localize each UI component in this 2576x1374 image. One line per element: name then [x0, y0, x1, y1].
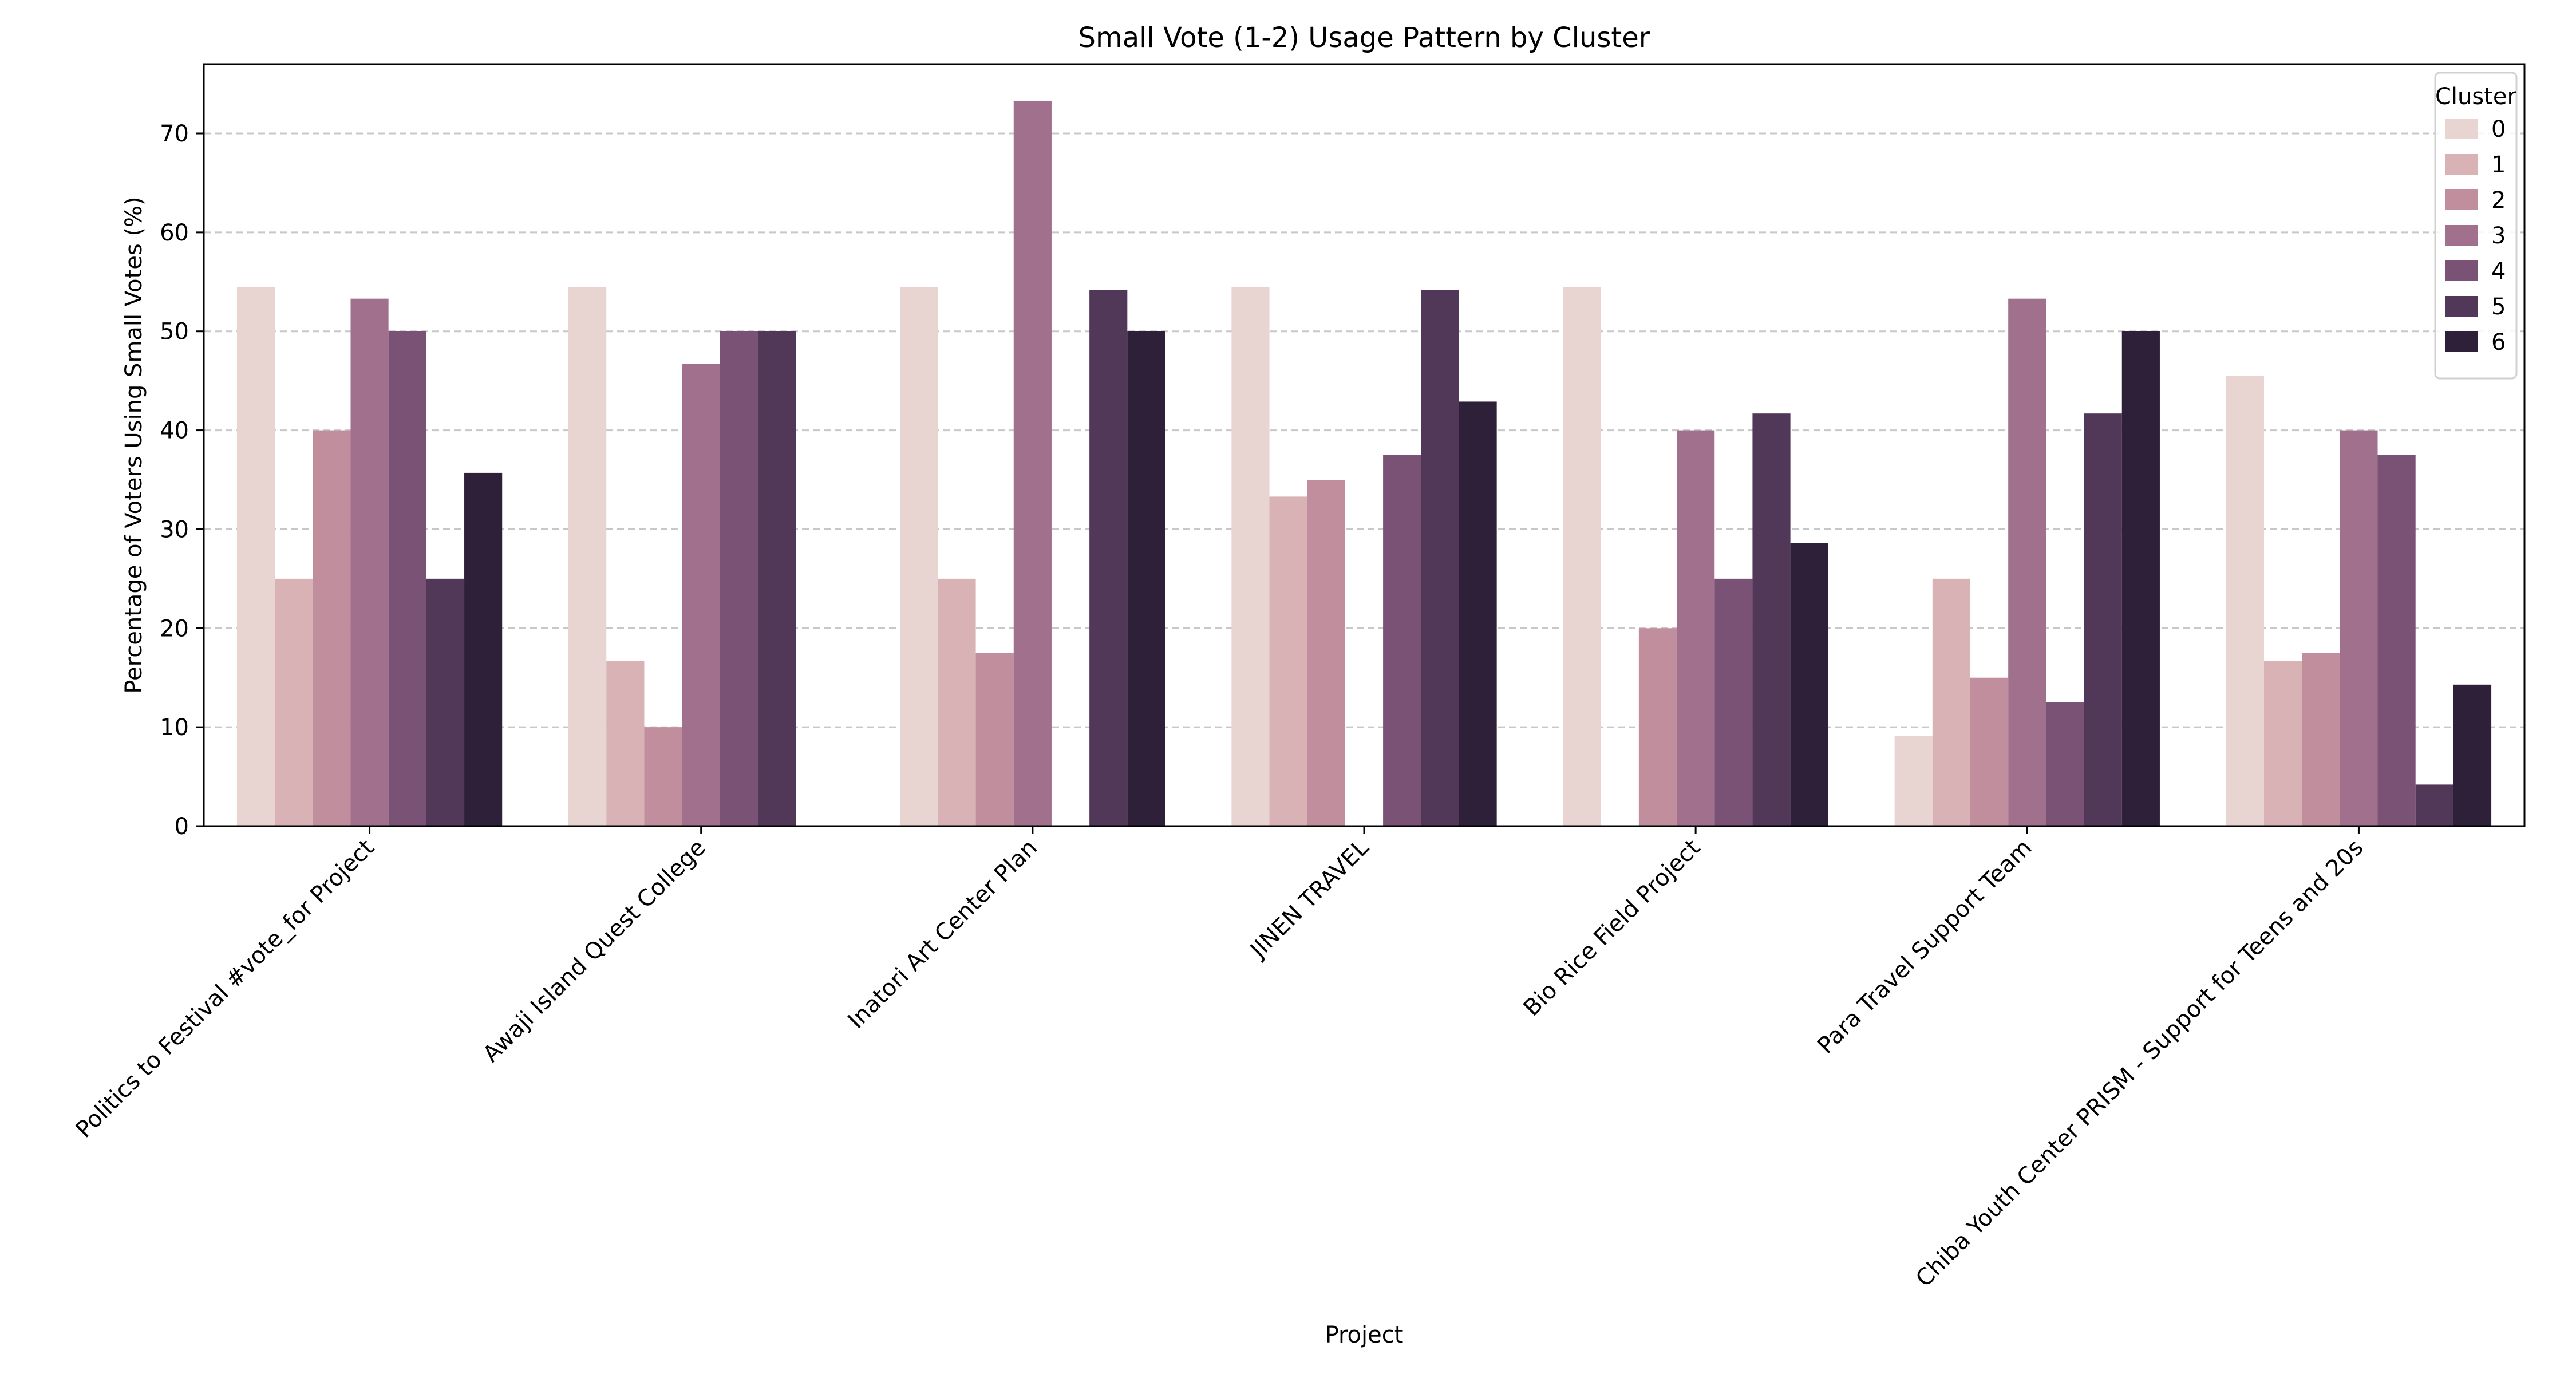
legend-label: 1	[2491, 152, 2506, 178]
bar	[2008, 298, 2046, 826]
legend-swatch	[2445, 225, 2478, 246]
bar	[2226, 376, 2264, 826]
bar	[388, 331, 426, 826]
x-tick-label: JINEN TRAVEL	[1244, 834, 1374, 964]
bar	[2453, 684, 2492, 826]
bar	[720, 331, 758, 826]
legend-swatch	[2445, 154, 2478, 175]
bar	[313, 430, 351, 826]
bar	[975, 653, 1014, 826]
x-tick-label: Awaji Island Quest College	[478, 835, 711, 1068]
legend-swatch	[2445, 189, 2478, 210]
bar	[1677, 430, 1715, 826]
x-axis-label: Project	[1325, 1322, 1404, 1348]
y-tick-label: 70	[160, 121, 189, 147]
y-tick-label: 20	[160, 615, 189, 642]
y-tick-label: 40	[160, 418, 189, 444]
bar	[1714, 578, 1753, 826]
y-tick-label: 0	[175, 814, 189, 840]
bar	[900, 286, 938, 826]
bar	[2121, 331, 2160, 826]
bar	[426, 578, 465, 826]
legend-label: 2	[2491, 187, 2506, 214]
bar	[1894, 736, 1933, 826]
legend-title: Cluster	[2435, 84, 2517, 110]
bar	[1638, 628, 1677, 826]
legend-label: 5	[2491, 294, 2506, 320]
x-tick-label: Inatori Art Center Plan	[843, 835, 1042, 1034]
bar	[1307, 480, 1345, 826]
bar	[1459, 401, 1497, 826]
legend-swatch	[2445, 119, 2478, 139]
y-tick-label: 10	[160, 714, 189, 741]
bar	[1563, 286, 1601, 826]
bar	[938, 578, 976, 826]
bar	[644, 727, 682, 826]
bar	[236, 286, 275, 826]
bar	[1970, 677, 2009, 826]
bar	[1269, 496, 1307, 826]
bar	[568, 286, 607, 826]
bar	[2415, 784, 2453, 826]
x-tick-label: Para Travel Support Team	[1812, 835, 2037, 1059]
bar	[1089, 290, 1128, 827]
y-axis-label: Percentage of Voters Using Small Votes (…	[121, 196, 147, 693]
y-tick-label: 60	[160, 220, 189, 246]
bar	[2302, 653, 2340, 826]
bar	[464, 472, 503, 826]
plot-frame	[203, 63, 2526, 827]
legend-swatch	[2445, 331, 2478, 352]
legend-label: 6	[2491, 329, 2506, 356]
bar	[757, 331, 796, 826]
bar	[1127, 331, 1165, 826]
bar	[606, 661, 645, 826]
bar	[2084, 413, 2122, 826]
y-tick-label: 30	[160, 516, 189, 543]
legend-swatch	[2445, 260, 2478, 281]
bar	[2377, 455, 2416, 826]
legend-swatch	[2445, 296, 2478, 317]
bar	[2046, 702, 2084, 826]
bar	[350, 298, 389, 826]
bar	[1752, 413, 1791, 826]
bar	[1932, 578, 1971, 826]
bar	[1383, 455, 1421, 826]
bar	[275, 578, 313, 826]
bar	[682, 364, 720, 826]
x-tick-label: Bio Rice Field Project	[1519, 835, 1706, 1022]
bar	[2263, 661, 2302, 826]
bar	[1421, 290, 1459, 827]
bar	[2340, 430, 2378, 826]
bar	[1013, 100, 1052, 826]
y-tick-label: 50	[160, 319, 189, 345]
legend-label: 4	[2491, 258, 2506, 285]
legend-label: 0	[2491, 116, 2506, 143]
bar	[1231, 286, 1270, 826]
legend-label: 3	[2491, 223, 2506, 249]
x-tick-label: Politics to Festival #vote_for Project	[71, 835, 380, 1143]
chart-title: Small Vote (1-2) Usage Pattern by Cluste…	[1078, 22, 1650, 54]
bar	[1790, 543, 1828, 826]
